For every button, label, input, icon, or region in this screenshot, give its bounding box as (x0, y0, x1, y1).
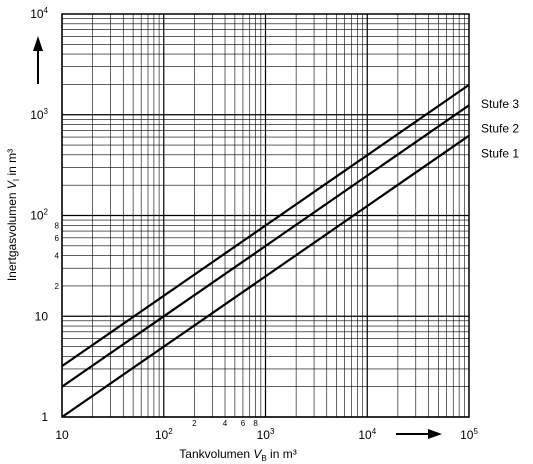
y-axis-title: Inertgasvolumen VI in m³ (5, 149, 21, 281)
x-tick-label: 102 (155, 427, 173, 442)
x-tick-label: 104 (358, 427, 376, 442)
plot-frame (61, 13, 470, 418)
y-minor-tick-label: 6 (55, 234, 60, 243)
y-tick-label: 104 (30, 6, 48, 21)
x-axis-title: Tankvolumen VB in m³ (179, 447, 296, 463)
x-minor-tick-label: 8 (253, 419, 258, 428)
y-minor-tick-label: 8 (55, 221, 60, 230)
series-lines: Stufe 1 Stufe 2 Stufe 3 (61, 83, 519, 418)
series-label-3: Stufe 3 (481, 97, 519, 111)
y-minor-tick-label: 4 (55, 252, 60, 261)
x-tick-label: 10 (55, 428, 69, 442)
x-tick-label: 103 (257, 427, 275, 442)
x-direction-arrow (396, 429, 442, 439)
series-line-1 (61, 134, 470, 418)
y-tick-label: 103 (30, 107, 48, 122)
x-minor-tick-label: 2 (192, 419, 197, 428)
y-tick-label: 102 (30, 208, 48, 223)
series-label-2: Stufe 2 (481, 121, 519, 135)
series-line-3 (61, 83, 470, 368)
x-minor-tick-label: 6 (241, 419, 246, 428)
grid (61, 14, 469, 418)
y-tick-label: 10 (35, 309, 49, 323)
series-label-1: Stufe 1 (481, 147, 519, 161)
x-tick-label: 105 (460, 427, 478, 442)
series-line-2 (61, 104, 470, 388)
y-minor-tick-label: 2 (55, 282, 60, 291)
y-tick-label: 1 (41, 410, 48, 424)
y-direction-arrow (33, 36, 43, 84)
x-minor-tick-label: 4 (223, 419, 228, 428)
